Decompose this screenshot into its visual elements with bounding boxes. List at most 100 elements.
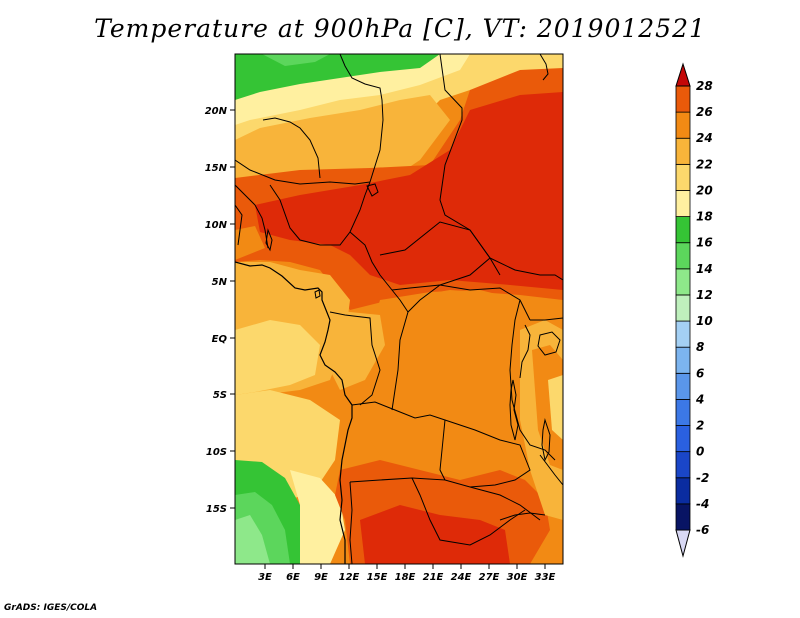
colorbar-bin	[675, 320, 691, 348]
colorbar-label: 24	[696, 131, 713, 145]
colorbar-label: -4	[696, 497, 709, 511]
lon-tick-label: 21E	[423, 572, 444, 583]
lat-tick-label: 20N	[205, 106, 228, 117]
colorbar-bin	[675, 503, 691, 531]
field-sw-18	[290, 470, 345, 564]
field-south-28	[360, 505, 510, 564]
lake-chad	[366, 183, 379, 197]
lon-tick-label: 24E	[451, 572, 472, 583]
lon-tick-marks	[264, 564, 546, 569]
political-borders	[235, 54, 563, 564]
lon-tick-label: 12E	[339, 572, 360, 583]
colorbar-label: 18	[696, 210, 713, 224]
colorbar-bin	[675, 451, 691, 479]
field-sahara-14	[262, 54, 330, 66]
field-congo-24	[360, 290, 540, 500]
border-nigeria	[269, 184, 366, 246]
colorbar-bin	[675, 163, 691, 191]
map-frame	[234, 53, 564, 565]
border-zambia	[444, 419, 531, 488]
lat-tick-label: 15N	[205, 163, 228, 174]
lat-tick-label: EQ	[212, 334, 228, 345]
colorbar-label: 28	[696, 79, 713, 93]
colorbar-bin	[675, 399, 691, 426]
border-south	[349, 481, 353, 564]
lon-tick-label: 30E	[507, 572, 528, 583]
colorbar-label: 14	[696, 262, 713, 276]
border-south-sudan	[489, 257, 563, 281]
lat-tick-label: 10N	[205, 220, 228, 231]
lon-tick-label: 18E	[395, 572, 416, 583]
colorbar-label: 10	[696, 314, 713, 328]
colorbar-bin	[675, 111, 691, 139]
border-sahel-south	[235, 159, 371, 185]
island-bioko	[314, 289, 321, 299]
colorbar-bin	[675, 477, 691, 505]
lake-malawi	[541, 418, 551, 462]
grads-credit: GrADS: IGES/COLA	[4, 603, 98, 613]
colorbar-bin	[675, 216, 691, 244]
lat-tick-marks	[230, 109, 235, 509]
colorbar-bin	[675, 190, 691, 217]
colorbar-label: 8	[696, 340, 704, 354]
colorbar-bin	[675, 346, 691, 374]
field-congo-22	[325, 310, 385, 390]
lon-axis: 3E 6E 9E 12E 15E 18E 21E 24E 27E 30E 33E	[258, 564, 556, 583]
field-guinea-20	[235, 320, 320, 395]
lake-victoria	[537, 331, 561, 356]
colorbar-bin	[675, 268, 691, 296]
map-title: Temperature at 900hPa [C], VT: 201901252…	[94, 14, 706, 43]
lon-tick-label: 15E	[367, 572, 388, 583]
field-east-24	[532, 345, 563, 470]
colorbar-label: -2	[696, 471, 709, 485]
coastline-east-lakes	[519, 324, 531, 379]
colorbar-label: 22	[696, 157, 713, 171]
field-sahel-24-west	[235, 226, 265, 260]
lat-tick-label: 5S	[213, 390, 227, 401]
border-gabon-congo	[329, 311, 381, 406]
field-east-20	[548, 375, 563, 440]
temperature-field	[235, 54, 563, 564]
lon-tick-label: 33E	[535, 572, 556, 583]
lon-tick-label: 9E	[314, 572, 328, 583]
colorbar-label: 26	[696, 105, 713, 119]
colorbar-bin	[675, 137, 691, 165]
colorbar-label: 4	[695, 392, 704, 406]
border-tanzania	[530, 317, 563, 321]
nile-delta	[539, 54, 549, 81]
colorbar-bin	[675, 85, 691, 113]
lat-tick-label: 10S	[206, 447, 227, 458]
border-west-africa-2	[235, 204, 243, 246]
border-mali-niger	[262, 117, 321, 179]
colorbar-bin	[675, 294, 691, 322]
border-mozambique	[539, 454, 563, 486]
colorbar-label: 20	[696, 183, 713, 197]
colorbar-bin	[675, 372, 691, 400]
border-west-africa-1	[235, 184, 269, 249]
colorbar-label: -6	[696, 523, 709, 537]
colorbar-label: 16	[696, 236, 713, 250]
border-algeria-libya	[339, 54, 384, 121]
river-zambezi	[499, 512, 546, 521]
colorbar-lower-cap	[675, 529, 691, 558]
lake-volta	[265, 228, 273, 252]
colorbar-bin	[675, 425, 691, 453]
colorbar-label: 0	[696, 445, 704, 459]
colorbar-label: 2	[696, 419, 704, 433]
border-botswana	[411, 477, 526, 546]
lon-tick-label: 27E	[479, 572, 500, 583]
colorbar-label: 6	[696, 366, 704, 380]
border-cameroon	[349, 231, 409, 313]
lon-tick-label: 3E	[258, 572, 272, 583]
lat-axis: 20N 15N 10N 5N EQ 5S 10S 15S	[205, 106, 235, 515]
border-niger-chad	[364, 119, 384, 196]
lat-tick-label: 5N	[212, 277, 228, 288]
border-drc-west	[391, 311, 409, 411]
colorbar-bin	[675, 242, 691, 270]
lake-tanganyika	[509, 379, 519, 441]
border-east-africa	[509, 299, 556, 461]
field-sahel-28	[255, 92, 563, 290]
lat-tick-label: 15S	[206, 504, 227, 515]
